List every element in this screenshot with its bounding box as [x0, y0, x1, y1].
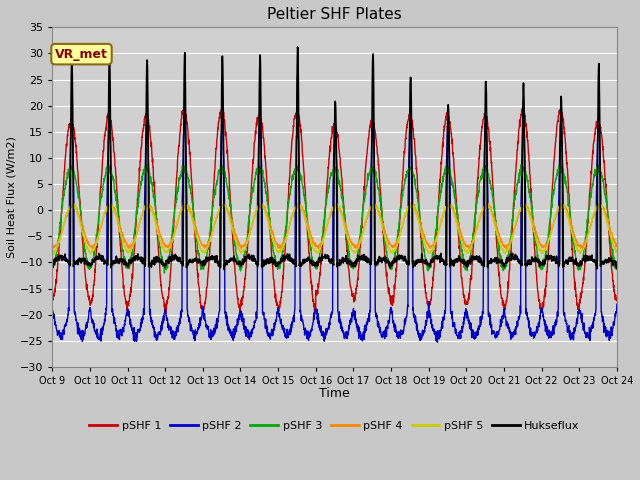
pSHF 3 [161, 270, 168, 276]
pSHF 4 [49, 244, 56, 250]
Line: pSHF 5: pSHF 5 [52, 203, 617, 254]
Line: pSHF 3: pSHF 3 [52, 164, 617, 273]
pSHF 5 [613, 248, 621, 254]
pSHF 4 [579, 243, 587, 249]
pSHF 5 [579, 247, 587, 252]
pSHF 3 [49, 262, 56, 268]
Title: Peltier SHF Plates: Peltier SHF Plates [267, 7, 402, 22]
pSHF 2 [579, 325, 587, 331]
pSHF 1 [575, 311, 583, 316]
Line: pSHF 1: pSHF 1 [52, 108, 617, 313]
pSHF 5 [351, 250, 359, 256]
pSHF 4 [613, 241, 621, 247]
pSHF 5 [364, 211, 371, 217]
Hukseflux [206, 256, 214, 262]
pSHF 4 [499, 242, 507, 248]
pSHF 4 [502, 246, 510, 252]
pSHF 3 [579, 254, 587, 260]
Line: pSHF 2: pSHF 2 [52, 116, 617, 342]
pSHF 4 [182, 201, 189, 206]
pSHF 5 [206, 238, 214, 243]
pSHF 5 [564, 212, 572, 217]
pSHF 1 [613, 298, 621, 303]
pSHF 1 [579, 280, 587, 286]
Hukseflux [220, 266, 228, 272]
pSHF 5 [499, 248, 507, 253]
pSHF 2 [364, 319, 371, 325]
Hukseflux [364, 260, 371, 265]
Hukseflux [294, 44, 301, 50]
pSHF 2 [499, 315, 507, 321]
pSHF 3 [364, 171, 371, 177]
pSHF 2 [143, 113, 151, 119]
Hukseflux [49, 264, 56, 270]
Hukseflux [579, 257, 587, 263]
Hukseflux [564, 261, 572, 267]
pSHF 1 [563, 165, 571, 171]
pSHF 4 [564, 209, 572, 215]
pSHF 3 [613, 266, 621, 272]
pSHF 2 [351, 315, 359, 321]
X-axis label: Time: Time [319, 387, 350, 400]
pSHF 1 [351, 293, 358, 299]
pSHF 2 [49, 306, 56, 312]
pSHF 5 [143, 200, 150, 206]
pSHF 4 [351, 245, 359, 251]
Text: VR_met: VR_met [55, 48, 108, 60]
pSHF 1 [520, 105, 527, 110]
Line: pSHF 4: pSHF 4 [52, 204, 617, 249]
pSHF 3 [351, 261, 359, 266]
pSHF 1 [364, 150, 371, 156]
pSHF 2 [206, 335, 214, 341]
Line: Hukseflux: Hukseflux [52, 47, 617, 269]
pSHF 1 [206, 250, 214, 255]
pSHF 1 [49, 297, 56, 303]
pSHF 3 [564, 190, 572, 195]
pSHF 5 [49, 248, 56, 254]
pSHF 3 [206, 228, 214, 234]
Hukseflux [613, 265, 621, 271]
pSHF 3 [499, 261, 507, 267]
pSHF 5 [50, 252, 58, 257]
pSHF 3 [143, 161, 150, 167]
pSHF 2 [434, 339, 442, 345]
Hukseflux [351, 264, 359, 269]
pSHF 1 [499, 302, 506, 308]
pSHF 2 [564, 329, 572, 335]
pSHF 2 [613, 301, 621, 307]
Legend: pSHF 1, pSHF 2, pSHF 3, pSHF 4, pSHF 5, Hukseflux: pSHF 1, pSHF 2, pSHF 3, pSHF 4, pSHF 5, … [85, 417, 584, 435]
Y-axis label: Soil Heat Flux (W/m2): Soil Heat Flux (W/m2) [7, 136, 17, 258]
Hukseflux [499, 261, 507, 266]
pSHF 4 [206, 236, 214, 242]
pSHF 4 [364, 214, 371, 219]
